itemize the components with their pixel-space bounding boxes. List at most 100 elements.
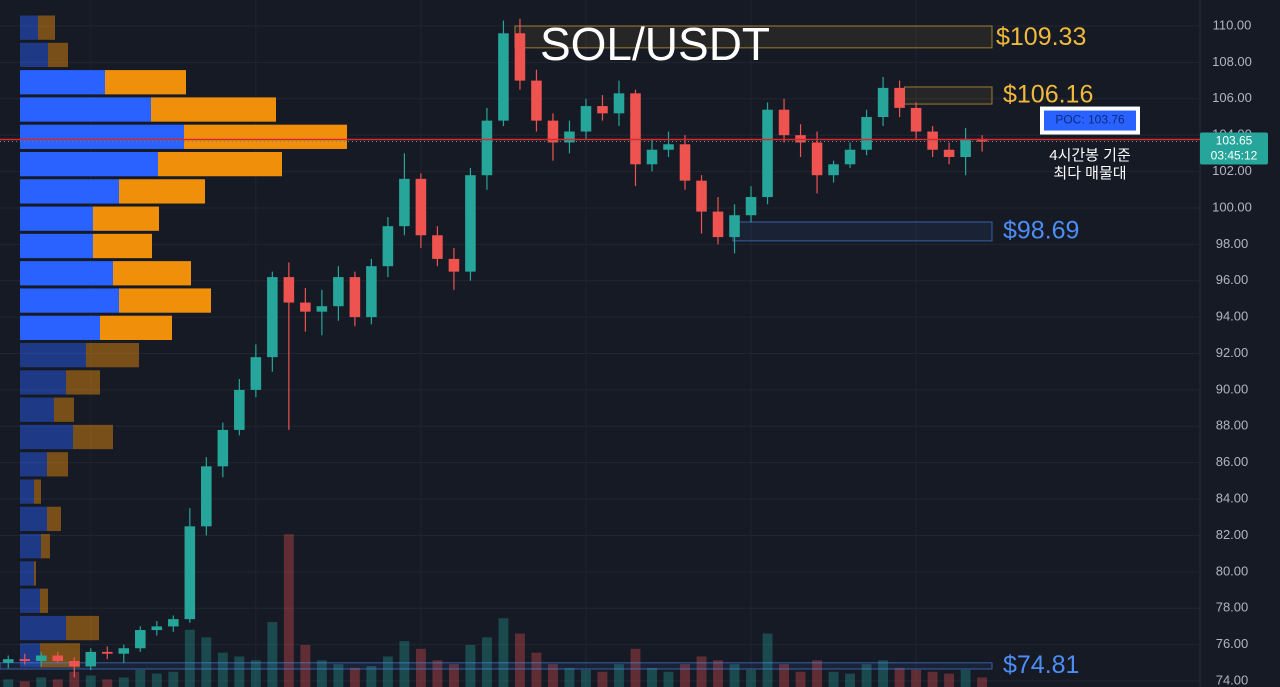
- candle-body: [300, 302, 311, 312]
- volume-bar: [531, 652, 542, 687]
- poc-label: POC: 103.76: [1055, 113, 1125, 127]
- volume-bar: [911, 669, 922, 687]
- profile-sell: [47, 452, 68, 477]
- profile-buy: [20, 424, 73, 450]
- note: 4시간봉 기준: [1049, 147, 1131, 164]
- volume-bar: [927, 671, 938, 687]
- volume-bar: [19, 681, 30, 687]
- profile-buy: [20, 206, 93, 231]
- profile-sell: [47, 506, 61, 532]
- candle-body: [102, 651, 113, 654]
- profile-buy: [20, 342, 86, 368]
- profile-sell: [93, 233, 152, 259]
- zone-label: $109.33: [996, 23, 1086, 51]
- volume-bar: [680, 664, 690, 687]
- volume-bar: [448, 664, 459, 687]
- candle-body: [630, 93, 641, 165]
- candle-body: [250, 357, 262, 390]
- volume-bar: [812, 660, 823, 687]
- volume-bar: [861, 664, 872, 687]
- candle-body: [514, 33, 526, 81]
- y-tick-label: 98.00: [1216, 236, 1249, 251]
- candle-body: [646, 149, 658, 165]
- profile-buy: [20, 370, 66, 395]
- zone-label: $98.69: [1003, 216, 1079, 244]
- candle-body: [828, 164, 839, 176]
- volume-bar: [696, 656, 707, 687]
- candle-body: [118, 648, 130, 654]
- y-tick-label: 84.00: [1216, 490, 1249, 505]
- countdown-label: 03:45:12: [1211, 149, 1258, 163]
- candle-body: [927, 131, 938, 150]
- y-tick-label: 110.00: [1213, 17, 1252, 32]
- candle-body: [877, 87, 889, 117]
- candle-body: [135, 630, 146, 649]
- profile-sell: [66, 615, 99, 641]
- profile-buy: [20, 233, 93, 259]
- y-tick-label: 92.00: [1216, 345, 1249, 360]
- candle-body: [861, 116, 872, 150]
- profile-buy: [20, 288, 119, 313]
- volume-bar: [977, 677, 988, 687]
- volume-bar: [498, 618, 509, 687]
- candle-body: [696, 180, 707, 212]
- volume-bar: [762, 633, 773, 687]
- profile-buy: [20, 588, 40, 613]
- profile-buy: [20, 315, 100, 340]
- zone: [732, 221, 993, 242]
- y-tick-label: 74.00: [1216, 672, 1249, 687]
- volume-bar: [250, 660, 261, 687]
- candle-body: [2, 659, 14, 663]
- candle-body: [316, 306, 328, 312]
- candle-body: [910, 107, 922, 132]
- volume-bar: [713, 660, 723, 687]
- volume-bar: [300, 645, 311, 687]
- profile-sell: [34, 479, 41, 504]
- y-tick-label: 88.00: [1216, 418, 1249, 433]
- volume-bar: [828, 671, 839, 687]
- profile-buy: [20, 397, 54, 422]
- candle-body: [894, 87, 905, 108]
- candle-body: [564, 131, 575, 143]
- profile-buy: [20, 534, 41, 559]
- volume-bar: [795, 671, 806, 687]
- y-tick-label: 96.00: [1216, 272, 1249, 287]
- profile-sell: [48, 42, 68, 68]
- volume-bars: [3, 534, 988, 687]
- profile-sell: [113, 261, 191, 286]
- volume-bar: [845, 673, 856, 687]
- volume-bar: [663, 671, 674, 687]
- profile-buy: [20, 70, 105, 95]
- y-tick-label: 80.00: [1216, 563, 1249, 578]
- y-tick-label: 78.00: [1216, 600, 1249, 615]
- y-tick-label: 94.00: [1216, 309, 1249, 324]
- volume-bar: [36, 677, 47, 687]
- candle-body: [382, 226, 394, 267]
- y-tick-label: 106.00: [1212, 90, 1252, 105]
- profile-sell: [100, 315, 172, 340]
- zone-label: $74.81: [1003, 651, 1079, 679]
- profile-buy: [20, 42, 48, 68]
- candle-body: [762, 109, 773, 198]
- zone: [0, 662, 993, 670]
- candle-body: [151, 626, 163, 631]
- profile-buy: [20, 479, 34, 504]
- volume-bar: [316, 660, 327, 687]
- candle-body: [366, 266, 377, 318]
- profile-buy: [20, 97, 151, 122]
- candle-body: [613, 93, 625, 114]
- y-tick-label: 86.00: [1216, 454, 1249, 469]
- y-tick-label: 76.00: [1216, 636, 1249, 651]
- volume-bar: [729, 664, 740, 687]
- profile-sell: [41, 534, 50, 559]
- profile-sell: [73, 424, 113, 450]
- profile-sell: [105, 70, 186, 95]
- candle-body: [481, 120, 493, 176]
- volume-bar: [647, 667, 657, 687]
- volume-bar: [217, 652, 228, 687]
- volume-bar: [333, 664, 344, 687]
- candle-body: [547, 120, 559, 143]
- volume-bar: [878, 660, 889, 687]
